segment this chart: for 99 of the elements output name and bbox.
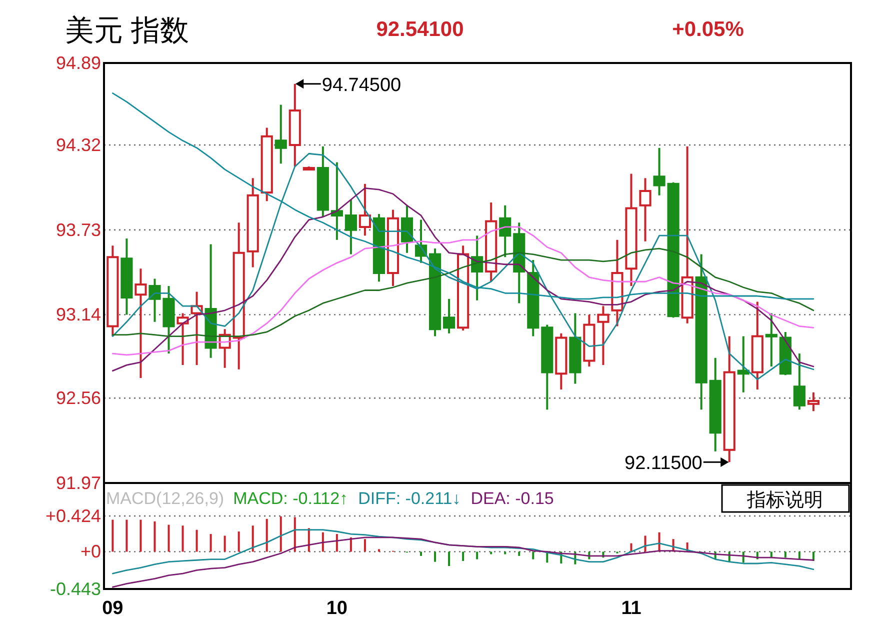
y-tick-label: 94.89 [56,53,101,73]
bar [112,520,114,552]
y-tick-label: +0 [80,542,101,562]
candlestick [190,290,203,366]
bar [770,552,772,558]
chart-title: 美元 指数 [65,15,190,47]
bar [182,526,184,552]
candlestick [723,335,736,464]
bar [294,517,296,552]
candlestick [625,172,638,287]
candlestick [807,391,820,412]
bar [322,532,324,552]
candlestick [386,208,400,287]
candlestick [779,330,792,376]
candlestick [569,312,582,385]
y-tick-label: 92.56 [56,388,101,408]
candlestick [316,145,329,218]
bar [224,536,226,552]
x-tick-label: 10 [326,598,348,619]
candlestick [737,335,750,394]
annotation: 指标说明 [746,490,823,511]
annotation: 92.11500 [624,453,702,474]
bar [336,534,338,552]
candlestick [344,198,357,256]
bar [644,536,646,552]
candlestick [639,177,652,242]
series-label: MACD: -0.112↑ [233,489,348,508]
y-tick-label: 94.32 [56,134,101,155]
candlestick [527,259,540,338]
candlestick [709,356,722,452]
line-series [112,226,814,356]
x-tick-label: 11 [621,598,642,619]
candlestick [246,177,259,268]
bar [630,543,632,552]
candlestick [134,268,147,379]
text: +0.05% [672,18,744,41]
bar [364,539,366,552]
candlestick [372,213,386,283]
bar [448,552,450,566]
chart-title: MACD(12,26,9) [106,489,224,508]
candlestick [485,202,498,283]
candlestick [583,314,596,368]
candlestick [120,237,133,316]
x-tick-label: 09 [102,598,124,619]
candlestick [555,332,568,391]
annotation: 94.74500 [322,74,402,96]
bar [252,526,254,552]
y-tick-label: 93.73 [56,220,101,240]
candlestick [513,222,526,304]
candlestick [597,305,610,366]
candlestick [106,244,119,338]
candlestick [611,238,624,328]
bar [462,552,464,561]
candlestick [681,145,694,324]
candlestick [414,218,428,264]
chart-subtitle: 92.54100 [376,18,464,41]
candlestick [751,300,764,391]
bar [420,552,422,556]
series-label: DIFF: -0.211↓ [358,489,461,508]
candlestick [765,312,778,368]
candlestick [443,298,456,334]
bar [210,534,212,552]
candlestick [428,248,442,338]
bar [126,520,128,552]
bar [532,552,534,560]
candlestick [288,82,301,168]
candlestick [541,324,554,411]
bar [476,552,478,560]
line-series [112,536,814,588]
bar [154,521,156,552]
bar [518,552,520,556]
line-series [112,529,814,574]
y-tick-label: 93.14 [56,304,101,325]
candlestick [176,312,189,366]
bar [140,520,142,552]
text: DEA: -0.15 [470,489,554,508]
y-tick-label: 91.97 [56,473,101,493]
candlestick [302,166,315,170]
bar [434,552,436,562]
y-tick-label: -0.443 [50,579,101,599]
line-series [112,187,814,372]
candlestick [358,182,372,237]
bar [266,518,268,552]
candlestick [695,253,708,411]
candlestick [260,126,273,202]
candlestick [499,204,512,258]
line-series [112,248,814,337]
bar [280,516,282,552]
candlestick [457,244,470,332]
candlestick [330,161,343,241]
candlestick [232,222,245,370]
bar [784,552,786,558]
candlestick [274,104,287,165]
candlestick [400,204,414,254]
candlestick [793,352,806,411]
bar [168,524,170,552]
bar [238,531,240,552]
y-tick-label: +0.424 [45,506,101,526]
bar [196,530,198,552]
